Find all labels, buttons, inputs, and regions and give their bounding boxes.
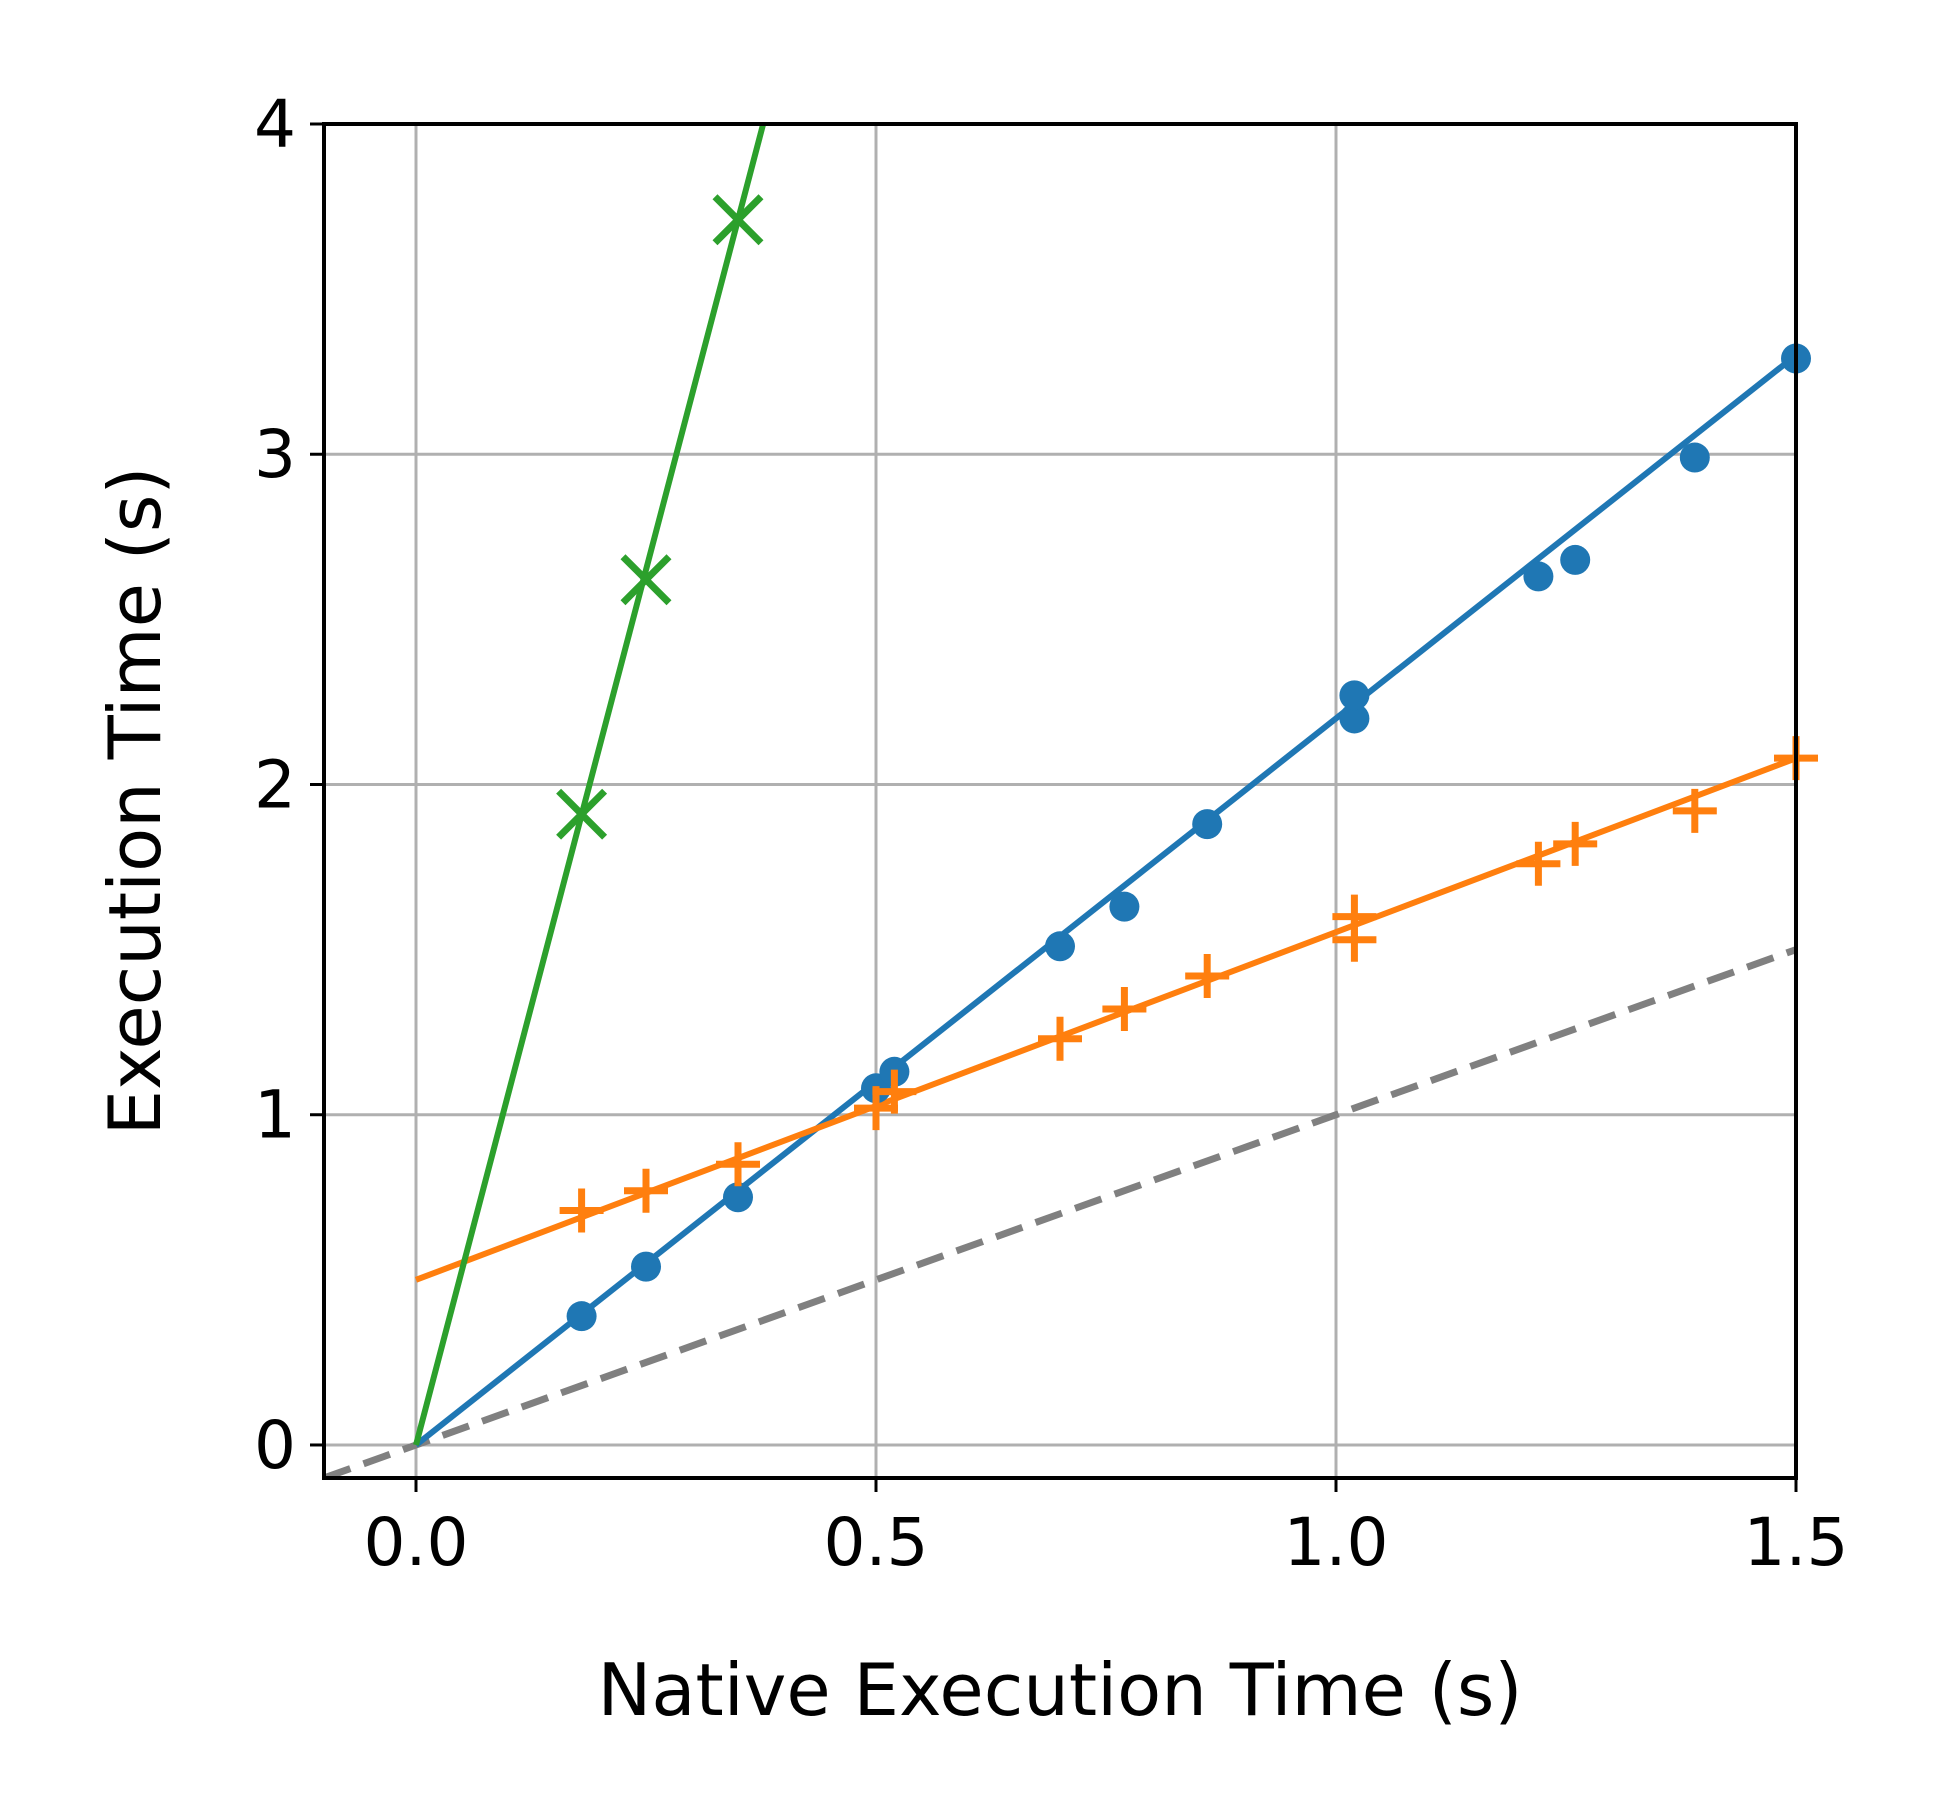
x-axis-label: Native Execution Time (s) [598, 1648, 1523, 1732]
y-tick-label: 2 [254, 746, 296, 823]
axes-frame [322, 122, 1798, 1480]
markers-layer [556, 194, 1818, 1332]
series-1-point [723, 1182, 753, 1213]
series-2-point [716, 1142, 760, 1187]
grid [324, 122, 1798, 1478]
series-3-point [556, 788, 608, 840]
plot-area [324, 124, 1796, 1478]
series-1-point [1339, 680, 1370, 711]
series-2-point [1038, 1016, 1082, 1061]
y-tick-label: 4 [254, 86, 296, 163]
series-2-fit-line [414, 755, 1796, 1283]
series-2-point [1102, 987, 1147, 1032]
x-tick-label: 0.0 [364, 1504, 469, 1581]
series-3-point [620, 554, 672, 606]
series-3-point [712, 194, 764, 246]
series-2-point [1185, 954, 1230, 999]
x-axis-ticks: 0.0 0.5 1.0 1.5 [364, 1478, 1849, 1581]
fit-lines-layer [413, 124, 1796, 1448]
series-1-point [1523, 561, 1554, 592]
y-axis-ticks: 0 1 2 3 4 [254, 86, 324, 1484]
series-2-point [624, 1168, 668, 1213]
y-tick-label: 0 [254, 1407, 296, 1484]
reference-line [324, 946, 1796, 1478]
series-2-point [559, 1188, 604, 1233]
series-1-point [1560, 544, 1591, 575]
series-1-point [566, 1301, 597, 1332]
series-1-fit-line [414, 352, 1796, 1448]
series-2-point [1516, 841, 1561, 886]
series-1-point [1339, 703, 1370, 734]
series-1-point [1045, 931, 1075, 962]
x-tick-label: 1.5 [1744, 1504, 1849, 1581]
x-tick-label: 1.0 [1284, 1504, 1389, 1581]
series-2-point [1553, 821, 1598, 866]
y-tick-label: 1 [254, 1077, 296, 1154]
series-2-point [1672, 788, 1717, 833]
series-2-point [1332, 894, 1377, 939]
y-tick-label: 3 [254, 416, 296, 493]
series-1-point [1679, 442, 1710, 473]
series-1-point [1109, 891, 1140, 922]
reference-line-layer [324, 946, 1796, 1478]
series-1-point [631, 1251, 661, 1282]
x-tick-label: 0.5 [824, 1504, 929, 1581]
y-axis-label: Execution Time (s) [93, 467, 177, 1136]
series-1-point [1192, 809, 1223, 840]
series-3-fit-line [413, 124, 767, 1446]
series-2-point [872, 1069, 917, 1114]
